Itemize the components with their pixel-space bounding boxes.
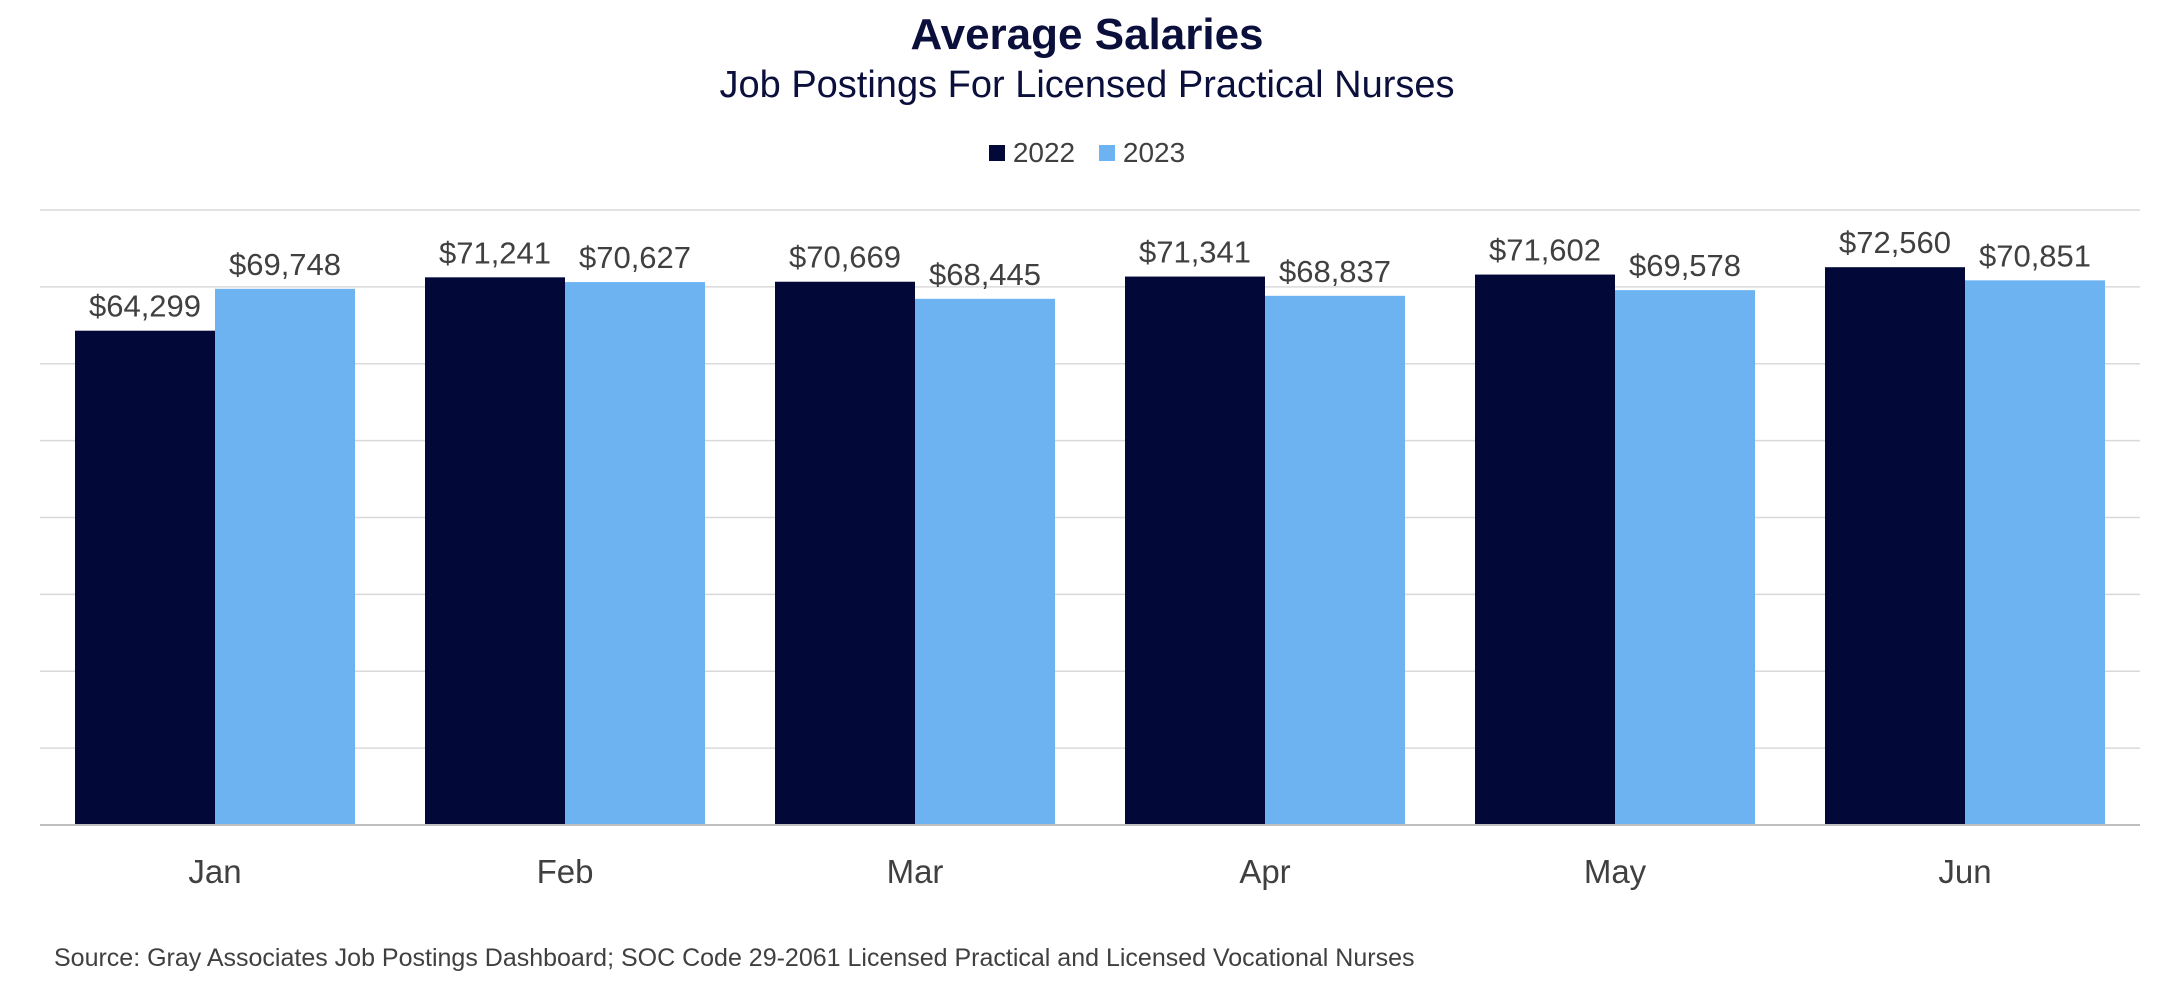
bar-2022-apr [1125,276,1265,826]
legend-label-2023: 2023 [1122,137,1186,168]
bar-2022-may [1475,274,1615,825]
data-label-2023-apr: $68,837 [1279,254,1391,289]
chart-subtitle: Job Postings For Licensed Practical Nurs… [719,64,1455,106]
legend-item-2023: 2023 [1098,137,1186,169]
source-note: Source: Gray Associates Job Postings Das… [54,944,1415,972]
bar-2022-feb [425,277,565,825]
x-tick-label-jun: Jun [1938,853,1991,890]
legend-item-2022: 2022 [988,137,1076,169]
data-label-2023-may: $69,578 [1629,248,1741,283]
data-label-2023-feb: $70,627 [579,240,691,275]
x-tick-label-jan: Jan [188,853,241,890]
bar-2023-jun [1965,280,2105,825]
x-tick-label-may: May [1584,853,1647,890]
chart-title: Average Salaries [910,10,1264,59]
data-label-2023-jan: $69,748 [229,247,341,282]
x-tick-label-mar: Mar [887,853,944,890]
legend-label-2022: 2022 [1012,137,1076,168]
data-label-2022-may: $71,602 [1489,233,1601,268]
x-tick-label-feb: Feb [537,853,594,890]
bar-2023-jan [215,288,355,825]
bar-2022-jun [1825,267,1965,825]
bar-2023-mar [915,298,1055,825]
bar-2022-jan [75,330,215,825]
legend: 2022 2023 [0,136,2174,169]
legend-swatch-2022 [988,145,1005,161]
data-label-2022-mar: $70,669 [789,240,901,275]
bar-2023-feb [565,282,705,825]
data-label-2022-jan: $64,299 [89,289,201,324]
data-label-2023-jun: $70,851 [1979,238,2091,273]
bar-2023-apr [1265,295,1405,825]
legend-swatch-2023 [1098,145,1115,161]
data-label-2022-jun: $72,560 [1839,225,1951,260]
data-label-2022-apr: $71,341 [1139,235,1251,270]
bar-2022-mar [775,281,915,825]
bar-2023-may [1615,290,1755,825]
data-label-2023-mar: $68,445 [929,257,1041,292]
x-tick-label-apr: Apr [1239,853,1290,890]
data-label-2022-feb: $71,241 [439,235,551,270]
